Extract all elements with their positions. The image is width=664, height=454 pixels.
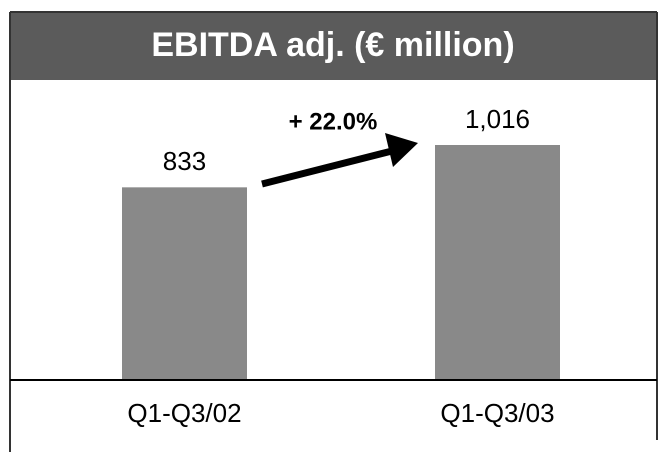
growth-annotation: + 22.0% — [289, 108, 378, 135]
value-label: 1,016 — [465, 104, 530, 134]
x-tick-label: Q1-Q3/02 — [127, 398, 241, 428]
growth-arrow-head — [385, 133, 418, 167]
bar — [122, 187, 247, 380]
growth-arrow — [261, 147, 393, 188]
bar — [435, 145, 560, 380]
x-tick-label: Q1-Q3/03 — [440, 398, 554, 428]
value-label: 833 — [163, 146, 206, 176]
title-bar — [10, 12, 657, 80]
chart-title: EBITDA adj. (€ million) — [151, 26, 514, 64]
